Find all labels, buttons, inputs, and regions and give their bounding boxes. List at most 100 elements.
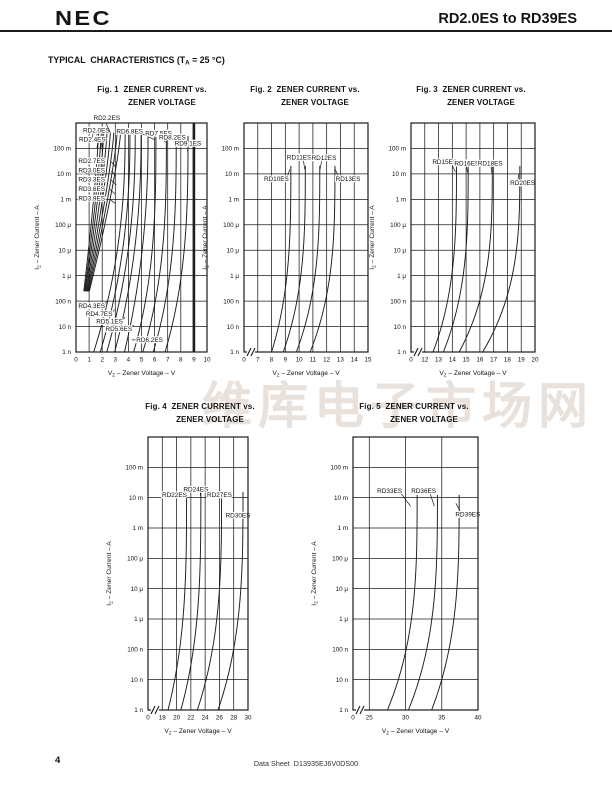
grid (244, 123, 368, 352)
y-tick-1μ: 1 μ (397, 273, 406, 280)
leader-RD5.6ES (129, 324, 134, 330)
leader-RD2.0ES (91, 133, 94, 139)
leader-RD7.5ES (161, 135, 166, 143)
curve-RD18ES (458, 165, 493, 353)
y-tick-1m: 1 m (61, 197, 72, 204)
leader-RD2.4ES (96, 142, 99, 149)
section-title-text: TYPICAL CHARACTERISTICS (T (48, 55, 186, 65)
y-tick-100n: 100 n (127, 647, 143, 654)
x-tick-13: 13 (435, 357, 443, 364)
x-tick-8: 8 (270, 357, 274, 364)
x-tick-25: 25 (366, 715, 374, 722)
leader-RD20ES (517, 173, 520, 181)
x-tick-7: 7 (256, 357, 260, 364)
zener-curves (271, 165, 336, 353)
x-tick-12: 12 (323, 357, 331, 364)
y-tick-1μ: 1 μ (339, 616, 348, 623)
x-tick-20: 20 (173, 715, 181, 722)
axis-break-mark (154, 705, 160, 715)
label-RD27ES: RD27ES (207, 492, 232, 499)
curve-labels: RD2.0ES RD2.2ES RD2.4ES RD2.7ES RD3.0ES RD3.3… (77, 114, 202, 345)
x-tick-15: 15 (463, 357, 471, 364)
y-tick-100n: 100 n (223, 298, 239, 305)
label-RD3.9ES: RD3.9ES (78, 195, 105, 202)
y-tick-10n: 10 n (336, 677, 349, 684)
leader-RD4.3ES (102, 301, 108, 307)
curve-RD10ES (271, 165, 292, 353)
label-RD20ES: RD20ES (510, 180, 535, 187)
zener-curves (167, 491, 244, 711)
curve-RD36ES (407, 494, 438, 711)
leader-RD2.2ES (105, 123, 111, 133)
curve-RD5.1ES (106, 134, 136, 353)
leader-RD11ES (302, 159, 306, 170)
leader-RD39ES (455, 503, 461, 512)
fig1-title-line2: ZENER VOLTAGE (128, 98, 196, 107)
curve-RD7.5ES (142, 135, 167, 353)
leader-RD2.7ES (111, 161, 116, 168)
x-axis-label: VZ – Zener Voltage – V (164, 728, 232, 735)
y-tick-10n: 10 n (131, 677, 144, 684)
curve-labels: RD10ES RD11ES RD12ES RD13ES (263, 153, 362, 184)
x-axis-label: VZ – Zener Voltage – V (439, 370, 507, 377)
plot-border (147, 436, 249, 711)
leader-RD3.0ES (111, 170, 117, 176)
x-tick-14: 14 (449, 357, 457, 364)
leader-RD18ES (490, 165, 493, 173)
fig5-title-line2: ZENER VOLTAGE (390, 415, 458, 424)
label-RD36ES: RD36ES (411, 488, 436, 495)
curve-RD5.6ES (114, 134, 142, 353)
leader-RD6.8ES (140, 132, 155, 141)
label-RD7.5ES: RD7.5ES (145, 130, 172, 137)
plot-border (352, 436, 479, 711)
y-tick-1m: 1 m (133, 525, 144, 532)
x-tick-12: 12 (421, 357, 429, 364)
section-title: TYPICAL CHARACTERISTICS (TA = 25 °C) (48, 55, 225, 67)
y-tick-1μ: 1 μ (62, 273, 71, 280)
curve-RD15ES (432, 165, 457, 353)
leader-RD33ES (400, 493, 411, 507)
leader-RD5.1ES (120, 317, 126, 322)
y-tick-labels: 100 m 10 m 1 m 100 μ 10 μ 1 μ 100 n 10 n 1 n (125, 465, 143, 715)
fig3-title-line2: ZENER VOLTAGE (447, 98, 515, 107)
leader-RD3.3ES (111, 180, 117, 186)
label-RD3.3ES: RD3.3ES (78, 177, 105, 184)
curve-RD30ES (217, 491, 244, 711)
grid (148, 437, 248, 710)
leader-RD2.0ES (96, 133, 98, 139)
leader-RD16ES (465, 165, 469, 173)
header-rule (0, 30, 612, 33)
curve-RD22ES (167, 491, 188, 711)
curve-RD2.0ES (83, 132, 100, 292)
x-tick-10: 10 (203, 357, 211, 364)
y-tick-100n: 100 n (55, 298, 71, 305)
x-tick-16: 16 (476, 357, 484, 364)
leader-RD3.9ES (109, 199, 116, 204)
x-tick-0: 0 (74, 357, 78, 364)
x-axis-label: VZ – Zener Voltage – V (382, 728, 450, 735)
x-tick-9: 9 (284, 357, 288, 364)
leader-RD36ES (429, 493, 435, 507)
leader-RD13ES (334, 169, 339, 177)
curve-RD3.6ES (88, 132, 118, 292)
x-tick-18: 18 (159, 715, 167, 722)
curve-RD33ES (386, 494, 418, 711)
leader-RD12ES (319, 160, 323, 171)
plot-border (75, 122, 208, 353)
x-tick-7: 7 (166, 357, 170, 364)
x-tick-3: 3 (114, 357, 118, 364)
y-tick-10n: 10 n (59, 324, 72, 331)
axis-break-mark (413, 347, 419, 357)
zener-curves (83, 132, 189, 353)
curve-RD2.7ES (85, 132, 108, 292)
label-RD2.4ES: RD2.4ES (79, 137, 106, 144)
curve-RD6.2ES (123, 134, 149, 353)
y-tick-1μ: 1 μ (230, 273, 239, 280)
x-axis-label: VZ – Zener Voltage – V (108, 370, 176, 377)
grid (411, 123, 535, 352)
label-RD8.2ES: RD8.2ES (159, 135, 186, 142)
